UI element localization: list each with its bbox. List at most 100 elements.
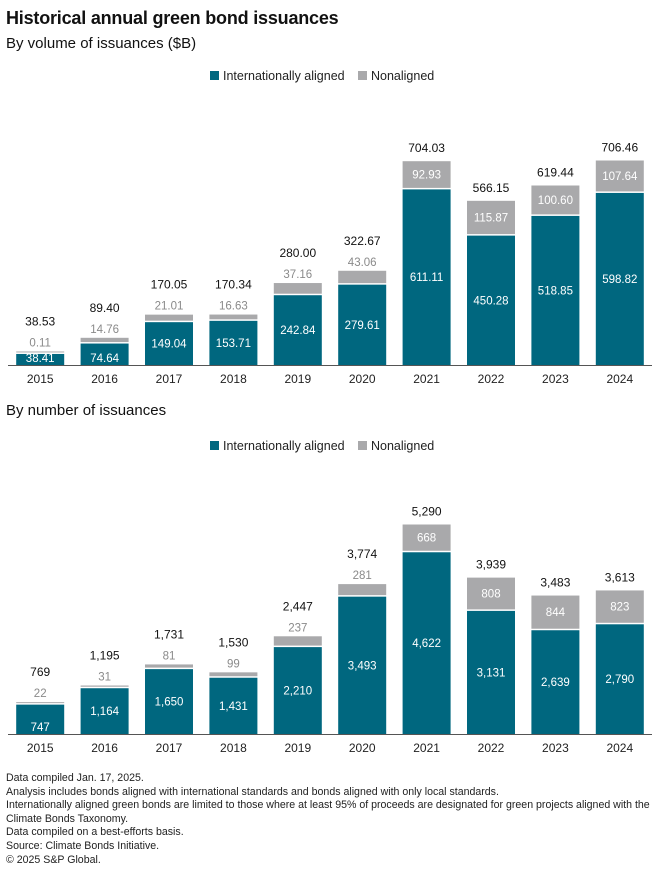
volume-label-nonaligned-2016: 14.76 xyxy=(90,324,119,336)
count-legend-aligned-swatch xyxy=(210,441,219,450)
volume-label-nonaligned-2021: 92.93 xyxy=(412,170,441,182)
volume-legend-aligned-swatch xyxy=(210,71,219,80)
volume-tick-2020: 2020 xyxy=(349,372,376,386)
volume-legend-nonaligned-label: Nonaligned xyxy=(371,69,434,83)
count-bar-aligned-2020 xyxy=(338,596,387,734)
count-bar-aligned-2023 xyxy=(531,630,580,734)
note-data-compiled: Data compiled Jan. 17, 2025. xyxy=(6,772,144,784)
count-bar-nonaligned-2022 xyxy=(467,577,515,610)
count-label-total-2017: 1,731 xyxy=(154,627,184,641)
note-copyright: © 2025 S&P Global. xyxy=(6,853,101,866)
count-tick-2017: 2017 xyxy=(156,741,183,755)
volume-label-total-2021: 704.03 xyxy=(408,141,445,155)
count-chart-subtitle: By number of issuances xyxy=(6,402,167,419)
count-label-total-2016: 1,195 xyxy=(90,649,120,663)
count-bar-aligned-2021 xyxy=(402,552,451,734)
count-label-nonaligned-2022: 808 xyxy=(481,589,500,601)
count-label-aligned-2015: 747 xyxy=(31,722,50,734)
volume-label-nonaligned-2017: 21.01 xyxy=(155,301,184,313)
count-label-aligned-2016: 1,164 xyxy=(90,706,119,718)
volume-bar-aligned-2019 xyxy=(273,295,322,365)
count-label-total-2024: 3,613 xyxy=(605,570,635,584)
volume-label-nonaligned-2024: 107.64 xyxy=(602,171,638,183)
volume-label-aligned-2022: 450.28 xyxy=(473,295,508,307)
count-label-nonaligned-2017: 81 xyxy=(163,650,176,662)
volume-label-nonaligned-2023: 100.60 xyxy=(538,195,573,207)
volume-label-total-2023: 619.44 xyxy=(537,166,574,180)
count-label-total-2018: 1,530 xyxy=(218,635,248,649)
volume-bar-nonaligned-2016 xyxy=(80,337,129,343)
volume-label-aligned-2015: 38.41 xyxy=(26,353,55,365)
volume-label-nonaligned-2022: 115.87 xyxy=(474,212,508,224)
volume-label-aligned-2018: 153.71 xyxy=(216,338,251,350)
volume-bar-nonaligned-2015 xyxy=(16,351,65,353)
volume-label-total-2019: 280.00 xyxy=(279,246,316,260)
volume-bar-aligned-2024 xyxy=(595,192,644,365)
volume-tick-2024: 2024 xyxy=(606,372,633,386)
volume-label-total-2015: 38.53 xyxy=(25,314,55,328)
count-tick-2024: 2024 xyxy=(606,741,633,755)
count-bar-aligned-2017 xyxy=(145,669,193,734)
count-label-total-2019: 2,447 xyxy=(283,599,313,613)
volume-tick-2022: 2022 xyxy=(478,372,505,386)
volume-bar-nonaligned-2019 xyxy=(273,283,322,294)
count-label-nonaligned-2021: 668 xyxy=(417,533,436,545)
chart-title: Historical annual green bond issuances xyxy=(6,8,339,28)
volume-legend-nonaligned-swatch xyxy=(358,71,367,80)
volume-bar-aligned-2016 xyxy=(80,343,129,365)
volume-bar-nonaligned-2022 xyxy=(467,200,515,235)
count-label-aligned-2021: 4,622 xyxy=(412,638,441,650)
volume-tick-2021: 2021 xyxy=(413,372,440,386)
volume-tick-2019: 2019 xyxy=(284,372,311,386)
count-bar-nonaligned-2023 xyxy=(531,595,580,629)
count-tick-2020: 2020 xyxy=(349,741,376,755)
count-bar-aligned-2015 xyxy=(16,704,65,734)
count-label-aligned-2019: 2,210 xyxy=(283,686,312,698)
volume-tick-2018: 2018 xyxy=(220,372,247,386)
volume-label-total-2024: 706.46 xyxy=(601,141,638,155)
count-label-nonaligned-2015: 22 xyxy=(34,688,47,700)
volume-bar-nonaligned-2020 xyxy=(338,270,387,284)
volume-bar-nonaligned-2021 xyxy=(402,161,451,188)
count-label-total-2023: 3,483 xyxy=(540,576,570,590)
count-label-nonaligned-2024: 823 xyxy=(610,602,629,614)
volume-label-nonaligned-2020: 43.06 xyxy=(348,257,377,269)
count-bar-nonaligned-2021 xyxy=(402,524,451,551)
volume-label-total-2017: 170.05 xyxy=(151,278,188,292)
count-bar-nonaligned-2019 xyxy=(273,636,322,646)
volume-chart: Internationally aligned Nonaligned 38.41 0.… xyxy=(8,69,652,386)
count-bar-nonaligned-2018 xyxy=(209,672,258,677)
volume-bar-nonaligned-2017 xyxy=(145,314,193,321)
count-label-nonaligned-2018: 99 xyxy=(227,658,240,670)
count-label-nonaligned-2019: 237 xyxy=(288,622,307,634)
count-bar-aligned-2024 xyxy=(595,624,644,734)
count-label-total-2020: 3,774 xyxy=(347,547,377,561)
count-label-nonaligned-2020: 281 xyxy=(353,570,372,582)
count-label-aligned-2022: 3,131 xyxy=(477,667,506,679)
volume-label-nonaligned-2019: 37.16 xyxy=(283,269,312,281)
volume-label-aligned-2021: 611.11 xyxy=(410,272,443,284)
volume-tick-2017: 2017 xyxy=(156,372,183,386)
volume-label-aligned-2017: 149.04 xyxy=(151,339,187,351)
volume-bar-aligned-2022 xyxy=(467,235,515,365)
note-definition: Internationally aligned green bonds are … xyxy=(6,799,650,825)
count-tick-2015: 2015 xyxy=(27,741,54,755)
count-chart: Internationally aligned Nonaligned 747 22 76… xyxy=(8,439,652,755)
note-analysis: Analysis includes bonds aligned with int… xyxy=(6,785,499,798)
count-label-aligned-2020: 3,493 xyxy=(348,660,377,672)
volume-label-nonaligned-2015: 0.11 xyxy=(29,337,51,349)
volume-bar-nonaligned-2018 xyxy=(209,314,258,320)
count-tick-2021: 2021 xyxy=(413,741,440,755)
count-bar-nonaligned-2017 xyxy=(145,664,193,668)
count-label-aligned-2024: 2,790 xyxy=(605,674,634,686)
volume-label-total-2022: 566.15 xyxy=(473,181,510,195)
count-label-nonaligned-2016: 31 xyxy=(98,672,111,684)
count-label-total-2021: 5,290 xyxy=(412,505,442,519)
volume-label-aligned-2020: 279.61 xyxy=(345,320,380,332)
count-bar-aligned-2018 xyxy=(209,677,258,734)
count-label-total-2022: 3,939 xyxy=(476,558,506,572)
volume-chart-subtitle: By volume of issuances ($B) xyxy=(6,35,197,52)
volume-tick-2015: 2015 xyxy=(27,372,54,386)
count-label-aligned-2023: 2,639 xyxy=(541,677,570,689)
count-tick-2022: 2022 xyxy=(478,741,505,755)
